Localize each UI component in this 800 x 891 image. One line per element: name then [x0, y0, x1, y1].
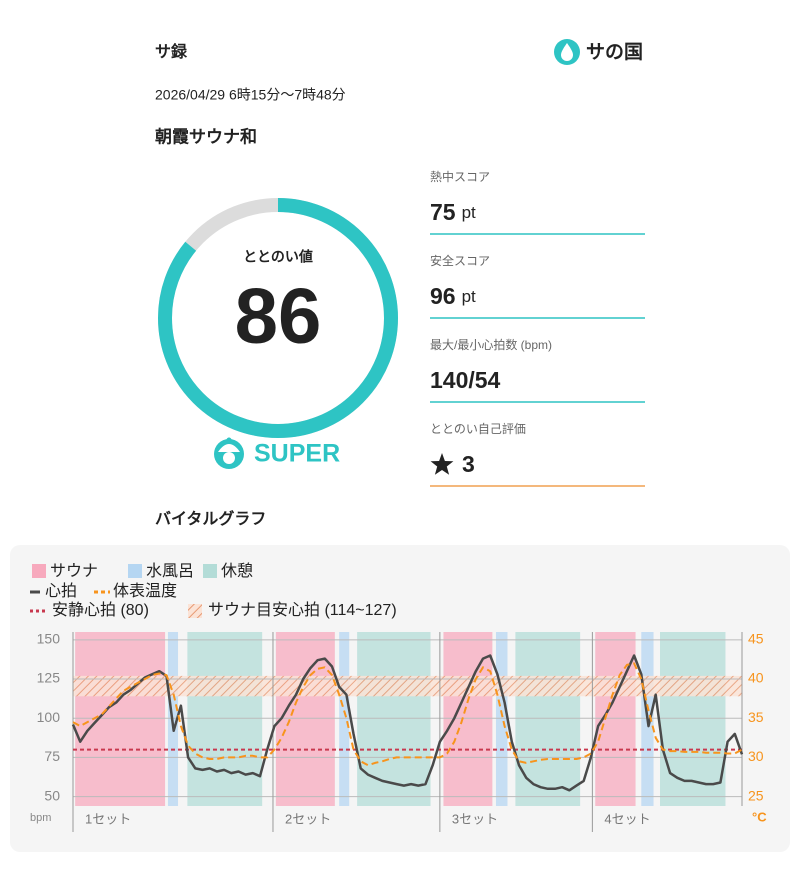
phase-band [75, 632, 166, 806]
heart-rate-line [71, 654, 744, 792]
legend-swatch [203, 564, 217, 578]
brand-name: サの国 [586, 41, 643, 63]
metric-number: 75 [430, 199, 456, 225]
app-title: サ録 [155, 42, 188, 61]
chart-title: バイタルグラフ [155, 509, 266, 528]
legend-label: 心拍 [45, 582, 77, 600]
phase-band [339, 632, 350, 806]
star-icon [430, 453, 454, 475]
metric-unit: pt [462, 203, 476, 222]
facility: 朝霞サウナ和 [155, 126, 257, 146]
set-label: 4セット [604, 811, 650, 826]
y2-tick-label: 40 [748, 670, 764, 686]
set-label: 2セット [285, 811, 331, 826]
phase-band [495, 632, 508, 806]
metric-value: 75 pt [430, 199, 476, 225]
phase-band [357, 632, 431, 806]
y2-tick-label: 35 [748, 709, 764, 725]
gauge-arc [158, 198, 398, 438]
metric-value: 3 [462, 451, 475, 477]
metric-label: 熱中スコア [430, 169, 490, 184]
phase-band [187, 632, 263, 806]
set-label: 1セット [85, 811, 131, 826]
legend-swatch [128, 564, 142, 578]
y-tick-label: 150 [37, 631, 61, 647]
legend-label: 休憩 [221, 562, 253, 580]
phase-band [443, 632, 493, 806]
y-tick-label: 75 [44, 748, 60, 764]
y-tick-label: 50 [44, 787, 60, 803]
phase-band [515, 632, 581, 806]
y-tick-label: 100 [37, 709, 61, 725]
brand-logo [554, 39, 580, 65]
datetime: 2026/04/29 6時15分〜7時48分 [155, 87, 346, 103]
metric-value: 96 pt [430, 283, 476, 309]
score-value: 86 [235, 272, 322, 360]
legend-label: 水風呂 [146, 562, 194, 580]
legend-swatch [32, 564, 46, 578]
target-band [73, 675, 742, 697]
metric-number: 96 [430, 283, 456, 309]
set-label: 3セット [452, 811, 498, 826]
metric-label: ととのい自己評価 [430, 421, 526, 436]
y2-axis-unit: °C [752, 809, 767, 824]
metric-label: 安全スコア [430, 253, 490, 268]
y2-tick-label: 25 [748, 787, 764, 803]
metric-label: 最大/最小心拍数 (bpm) [430, 337, 552, 352]
temperature-line [72, 662, 743, 767]
score-label: ととのい値 [243, 249, 313, 265]
rank: SUPER [254, 440, 340, 468]
metric-number: 3 [462, 451, 475, 477]
y-tick-label: 125 [37, 670, 61, 686]
metric-value: 140/54 [430, 367, 501, 393]
y2-tick-label: 30 [748, 748, 764, 764]
metrics: 熱中スコア 75 pt 安全スコア 96 pt 最大/最小心拍数 (bpm) 140/54 とと… [430, 169, 645, 487]
legend-label: サウナ目安心拍 (114~127) [208, 601, 397, 619]
legend-label: 安静心拍 (80) [52, 601, 149, 619]
legend-label: 体表温度 [113, 582, 177, 600]
phase-band [659, 632, 726, 806]
legend-swatch [188, 604, 202, 618]
rank-icon [214, 437, 244, 469]
legend-label: サウナ [50, 562, 98, 580]
metric-unit: pt [462, 287, 476, 306]
phase-band [275, 632, 335, 806]
y-axis-unit: bpm [30, 812, 51, 824]
metric-number: 140/54 [430, 367, 501, 393]
y2-tick-label: 45 [748, 631, 764, 647]
